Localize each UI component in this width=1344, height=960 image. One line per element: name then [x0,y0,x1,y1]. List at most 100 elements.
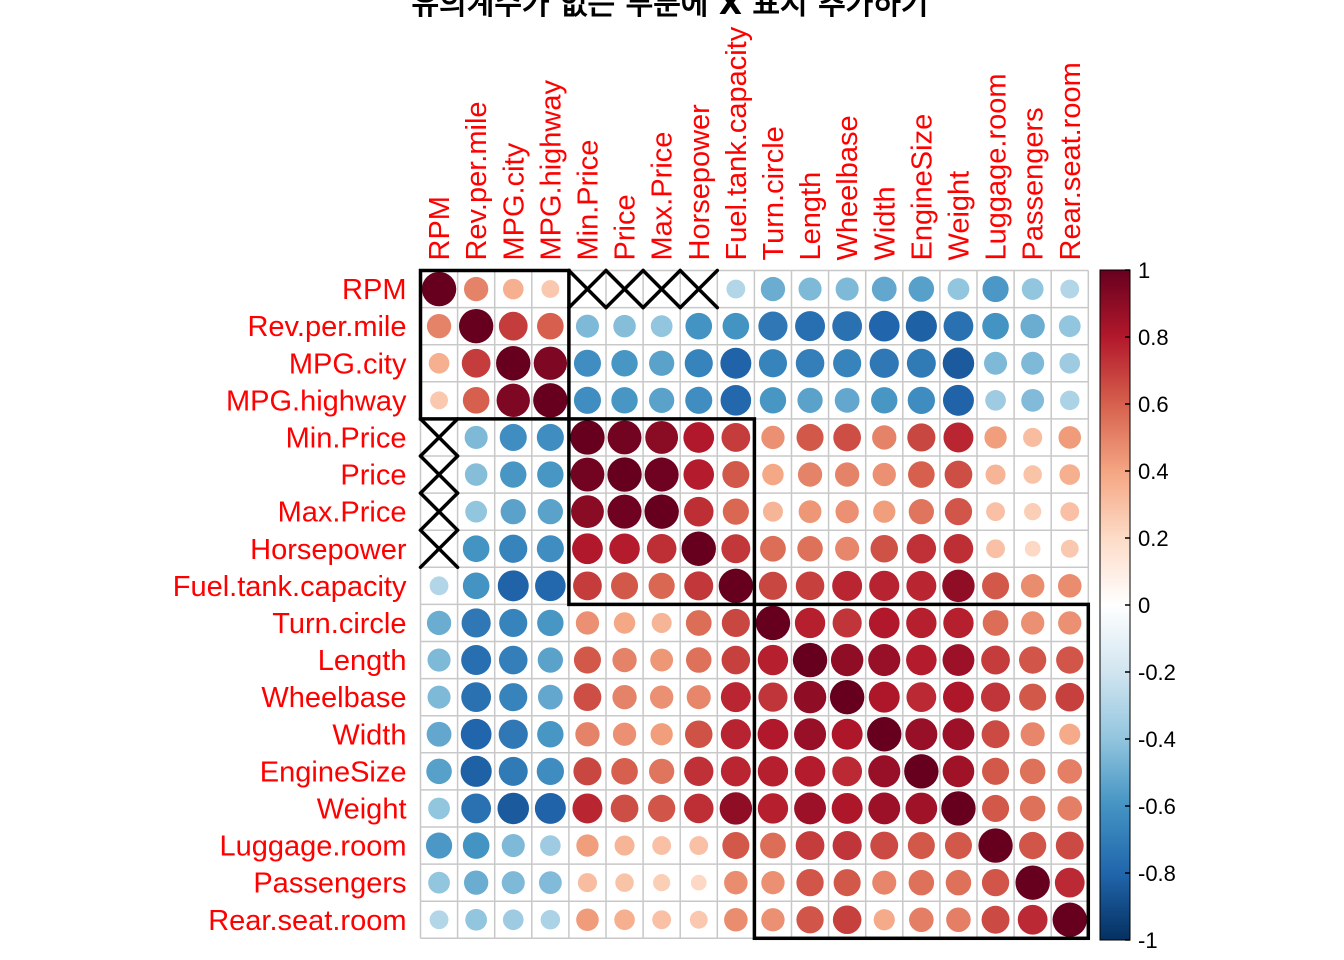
corr-circle [689,910,708,929]
corr-circle [835,536,860,561]
corr-circle [607,494,642,529]
corr-circle [1023,465,1042,484]
corr-circle [981,869,1010,897]
corr-circle [462,832,490,859]
corr-circle [795,831,825,860]
corr-circle [871,276,897,302]
corr-circle [794,792,826,825]
colorbar-tick-label: 0.6 [1138,392,1169,417]
corr-circle [652,836,672,855]
corr-circle [1055,831,1084,860]
corr-circle [792,642,828,678]
corr-circle [906,534,937,564]
corr-circle [721,534,751,564]
corr-circle [1019,831,1047,860]
corr-circle [537,684,563,710]
row-label: Luggage.room [219,831,406,863]
corr-circle [986,502,1005,522]
corr-circle [832,756,863,787]
corr-circle [575,722,600,747]
corr-circle [873,909,895,931]
row-label: Weight [317,793,407,825]
corr-circle [461,793,492,824]
corr-circle [1059,464,1081,485]
corr-circle [577,873,598,893]
corr-circle [721,608,750,638]
corr-circle [726,279,746,299]
colorbar-tick-label: -0.8 [1138,861,1176,886]
row-label: Horsepower [250,534,407,566]
corr-circle [540,910,561,930]
corr-circle [761,425,785,450]
corr-circle [644,494,679,529]
corr-circle [869,570,900,601]
corr-circle [573,646,601,674]
corr-circle [684,756,714,787]
corr-circle [834,462,860,487]
corr-circle [945,869,972,896]
corr-circle [649,387,675,413]
corr-circle [651,612,672,633]
corr-circle [868,310,900,342]
corr-circle [496,346,531,381]
corr-circle [463,276,489,302]
row-label: Wheelbase [261,682,406,714]
corr-circle [868,644,901,677]
corr-circle [796,906,824,934]
column-label: MPG.highway [535,79,567,260]
colorbar-tick-label: 0.2 [1138,526,1169,551]
corr-circle [1020,313,1045,339]
corr-circle [832,608,862,638]
corr-circle [904,754,939,789]
corr-circle [835,277,859,301]
corr-circle [942,384,974,416]
corr-circle [758,311,788,341]
column-label: Length [795,172,827,261]
column-label: RPM [424,196,456,260]
corr-circle [1019,646,1047,674]
corr-circle [573,683,602,712]
chart-title: 유의계수가 없는 부분에 X 표시 추가하기 [412,0,929,22]
corr-circle [758,349,788,378]
corr-circle [868,755,901,788]
corr-circle [684,571,714,601]
corr-circle [429,576,449,596]
corr-circle [683,793,714,824]
colorbar-tick-label: -0.2 [1138,660,1176,685]
corr-circle [501,871,525,895]
corr-circle [1058,426,1082,449]
corr-circle [1020,574,1045,598]
corr-circle [942,755,975,788]
corr-circle [905,718,938,751]
corr-circle [609,533,640,565]
corr-circle [613,612,636,634]
corr-circle [686,685,711,710]
corr-circle [650,315,673,338]
corr-circle [570,457,605,492]
corr-circle [908,461,935,488]
corr-circle [465,908,488,931]
corr-circle [942,681,974,713]
corr-circle [1054,867,1085,898]
corr-circle [982,610,1009,636]
corr-circle [870,831,899,860]
corr-circle [829,679,865,715]
corr-circle [755,605,791,641]
corr-circle [982,757,1010,785]
cluster-rectangles [418,268,1091,941]
corr-circle [759,387,787,414]
corr-circle [797,387,823,413]
corr-circle [430,391,448,410]
corr-circle [644,457,679,492]
corr-circle [460,718,492,750]
column-label: Luggage.room [981,73,1013,260]
corr-circle [905,310,937,342]
corr-circle [985,464,1006,485]
corr-circle [648,572,675,599]
corr-circle [650,648,674,672]
corr-circle [724,870,748,895]
corr-circle [498,719,528,749]
cluster-rect [567,417,757,607]
corr-circle [795,311,826,342]
corr-circle [497,792,530,825]
